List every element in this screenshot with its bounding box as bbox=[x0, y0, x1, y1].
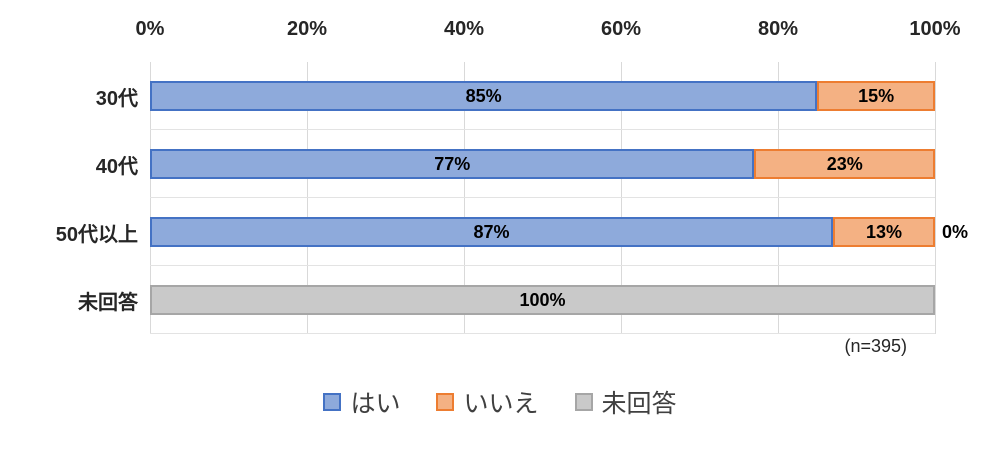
gridline-vertical bbox=[149, 62, 151, 334]
legend-item: 未回答 bbox=[574, 384, 677, 420]
bar-row: 100% bbox=[150, 266, 935, 334]
bar-track: 85% 15% bbox=[150, 81, 935, 111]
gridline-vertical bbox=[934, 62, 936, 334]
bar-row: 87% 13% 0% bbox=[150, 198, 968, 266]
x-tick-label: 20% bbox=[286, 18, 328, 40]
bar-track: 100% bbox=[150, 285, 935, 315]
plot-area: 85% 15% 77% 23% 87% 13% 0% 100% bbox=[149, 62, 968, 334]
bar-segment: 100% bbox=[150, 285, 935, 315]
category-label: 50代以上 bbox=[55, 223, 138, 246]
legend-label: 未回答 bbox=[601, 390, 677, 418]
bar-track: 77% 23% bbox=[150, 149, 935, 179]
gridline-vertical bbox=[306, 62, 308, 334]
sample-size-note: (n=395) bbox=[844, 336, 907, 356]
category-label: 40代 bbox=[95, 155, 138, 178]
x-tick-label: 60% bbox=[600, 18, 642, 40]
gridline-horizontal bbox=[150, 333, 935, 334]
gridline-vertical bbox=[620, 62, 622, 334]
gridline-vertical bbox=[777, 62, 779, 334]
x-tick-label: 100% bbox=[909, 18, 961, 40]
gridline-horizontal bbox=[150, 265, 935, 266]
category-label: 30代 bbox=[95, 87, 138, 110]
gridline-horizontal bbox=[150, 129, 935, 130]
legend-label: はい bbox=[350, 390, 401, 418]
x-tick-label: 80% bbox=[757, 18, 799, 40]
legend-label: いいえ bbox=[463, 390, 539, 418]
bar-segment: 13% bbox=[832, 217, 935, 247]
legend-item: いいえ bbox=[436, 384, 539, 420]
bar-outside-label: 0% bbox=[942, 221, 969, 242]
bar-row: 77% 23% bbox=[150, 130, 935, 198]
x-tick-label: 0% bbox=[135, 18, 165, 40]
category-label: 未回答 bbox=[78, 291, 138, 314]
bar-segment: 15% bbox=[817, 81, 935, 111]
bar-segment: 23% bbox=[754, 149, 935, 179]
legend-item: はい bbox=[323, 384, 400, 420]
bar-segment: 85% bbox=[150, 81, 818, 111]
bar-row: 85% 15% bbox=[150, 62, 935, 130]
bar-segment: 87% bbox=[150, 217, 833, 247]
bar-track: 87% 13% bbox=[150, 217, 935, 247]
legend-swatch bbox=[323, 393, 342, 411]
x-axis: 0% 20% 40% 60% 80% 100% bbox=[136, 18, 961, 50]
legend-swatch bbox=[436, 393, 455, 411]
gridline-vertical bbox=[463, 62, 465, 334]
legend-swatch bbox=[574, 393, 593, 411]
bar-segment: 77% bbox=[150, 149, 755, 179]
gridline-horizontal bbox=[150, 197, 935, 198]
legend: はい いいえ 未回答 bbox=[0, 384, 1000, 420]
x-tick-label: 40% bbox=[443, 18, 485, 40]
